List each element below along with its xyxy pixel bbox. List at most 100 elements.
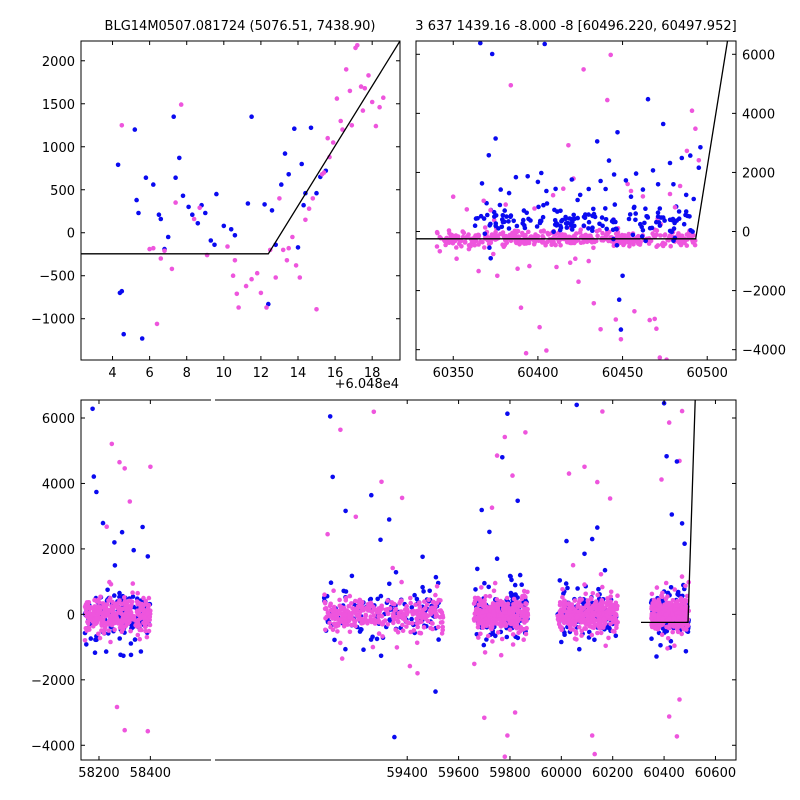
x-tick-label: 59800 [489,766,530,781]
data-point-pink [678,242,684,248]
x-tick-label: 60350 [433,366,474,381]
data-point-blue [515,498,520,504]
data-point-pink [462,240,468,245]
data-point-pink [377,104,382,110]
data-point-pink [353,598,358,604]
data-point-blue [521,217,526,223]
data-point-blue [616,297,622,303]
data-point-pink [446,228,452,233]
data-point-pink [425,613,431,619]
data-point-pink [672,587,677,592]
data-point-blue [139,336,145,341]
data-point-pink [604,232,610,238]
data-point-pink [656,603,662,608]
data-point-pink [612,616,618,621]
data-point-blue [513,592,518,597]
data-point-blue [691,196,696,202]
data-point-blue [409,605,415,610]
data-point-pink [665,646,670,651]
data-point-pink [484,608,489,614]
data-point-pink [487,593,493,599]
data-point-pink [352,619,358,624]
data-point-pink [360,108,366,113]
data-point-pink [561,186,566,191]
data-point-pink [85,613,91,618]
data-point-blue [640,228,646,233]
data-point-pink [680,598,686,604]
data-point-blue [84,642,89,647]
data-point-blue [100,520,106,526]
data-point-pink [121,624,126,629]
data-point-blue [676,216,682,221]
y-tick-label: 1000 [42,141,75,156]
y-tick-label: 2000 [742,166,775,181]
data-point-blue [490,631,496,637]
data-point-pink [422,599,427,604]
data-point-pink [102,627,107,632]
plot-area [81,41,400,341]
data-point-blue [500,217,505,222]
data-point-pink [243,283,249,289]
axis-break-bottom [211,758,215,762]
data-point-pink [514,619,519,624]
data-point-pink [385,622,391,627]
data-point-pink [405,610,410,615]
data-point-pink [659,593,664,598]
data-point-blue [642,220,647,226]
data-point-pink [481,198,487,204]
data-point-pink [460,234,466,240]
data-point-blue [654,654,659,659]
data-point-pink [472,661,477,667]
data-point-pink [527,263,532,269]
data-point-pink [395,618,401,623]
data-point-blue [682,541,687,546]
data-point-pink [579,597,584,602]
data-point-pink [556,234,562,239]
data-point-pink [331,621,337,627]
data-point-pink [106,628,111,633]
data-point-pink [573,629,579,634]
data-point-pink [147,622,153,628]
x-tick-label: 60500 [687,366,728,381]
data-point-blue [392,734,397,740]
data-point-pink [341,605,347,611]
data-point-pink [651,613,657,618]
data-point-pink [556,621,562,627]
data-point-pink [650,231,655,236]
data-point-blue [505,411,510,417]
data-point-blue [626,216,632,222]
data-point-pink [594,229,600,234]
data-point-pink [438,620,444,625]
data-point-blue [486,153,492,158]
data-point-pink [434,244,440,249]
data-point-pink [232,258,238,263]
data-point-pink [489,232,495,237]
data-point-pink [82,638,88,643]
data-point-pink [347,88,353,94]
data-point-pink [670,611,675,617]
data-point-pink [392,601,397,607]
data-point-blue [675,592,680,597]
data-point-blue [589,536,595,542]
data-point-blue [633,217,638,223]
data-point-pink [510,642,516,647]
data-point-blue [208,238,214,243]
data-point-pink [119,123,125,128]
panel-1-title: 3 637 1439.16 -8.000 -8 [60496.220, 6049… [415,19,736,34]
data-point-pink [376,631,382,636]
data-point-pink [137,623,142,628]
data-point-pink [90,619,96,625]
data-point-pink [128,605,133,610]
data-point-blue [613,226,619,232]
data-point-pink [96,609,101,615]
data-point-pink [380,634,385,639]
data-point-pink [480,601,485,607]
data-point-blue [514,223,520,229]
data-point-blue [582,215,588,221]
data-point-pink [504,595,510,601]
data-point-blue [638,221,643,227]
data-point-pink [608,594,613,599]
data-point-pink [391,612,396,618]
data-point-blue [357,629,363,634]
x-tick-label: 12 [253,366,270,381]
